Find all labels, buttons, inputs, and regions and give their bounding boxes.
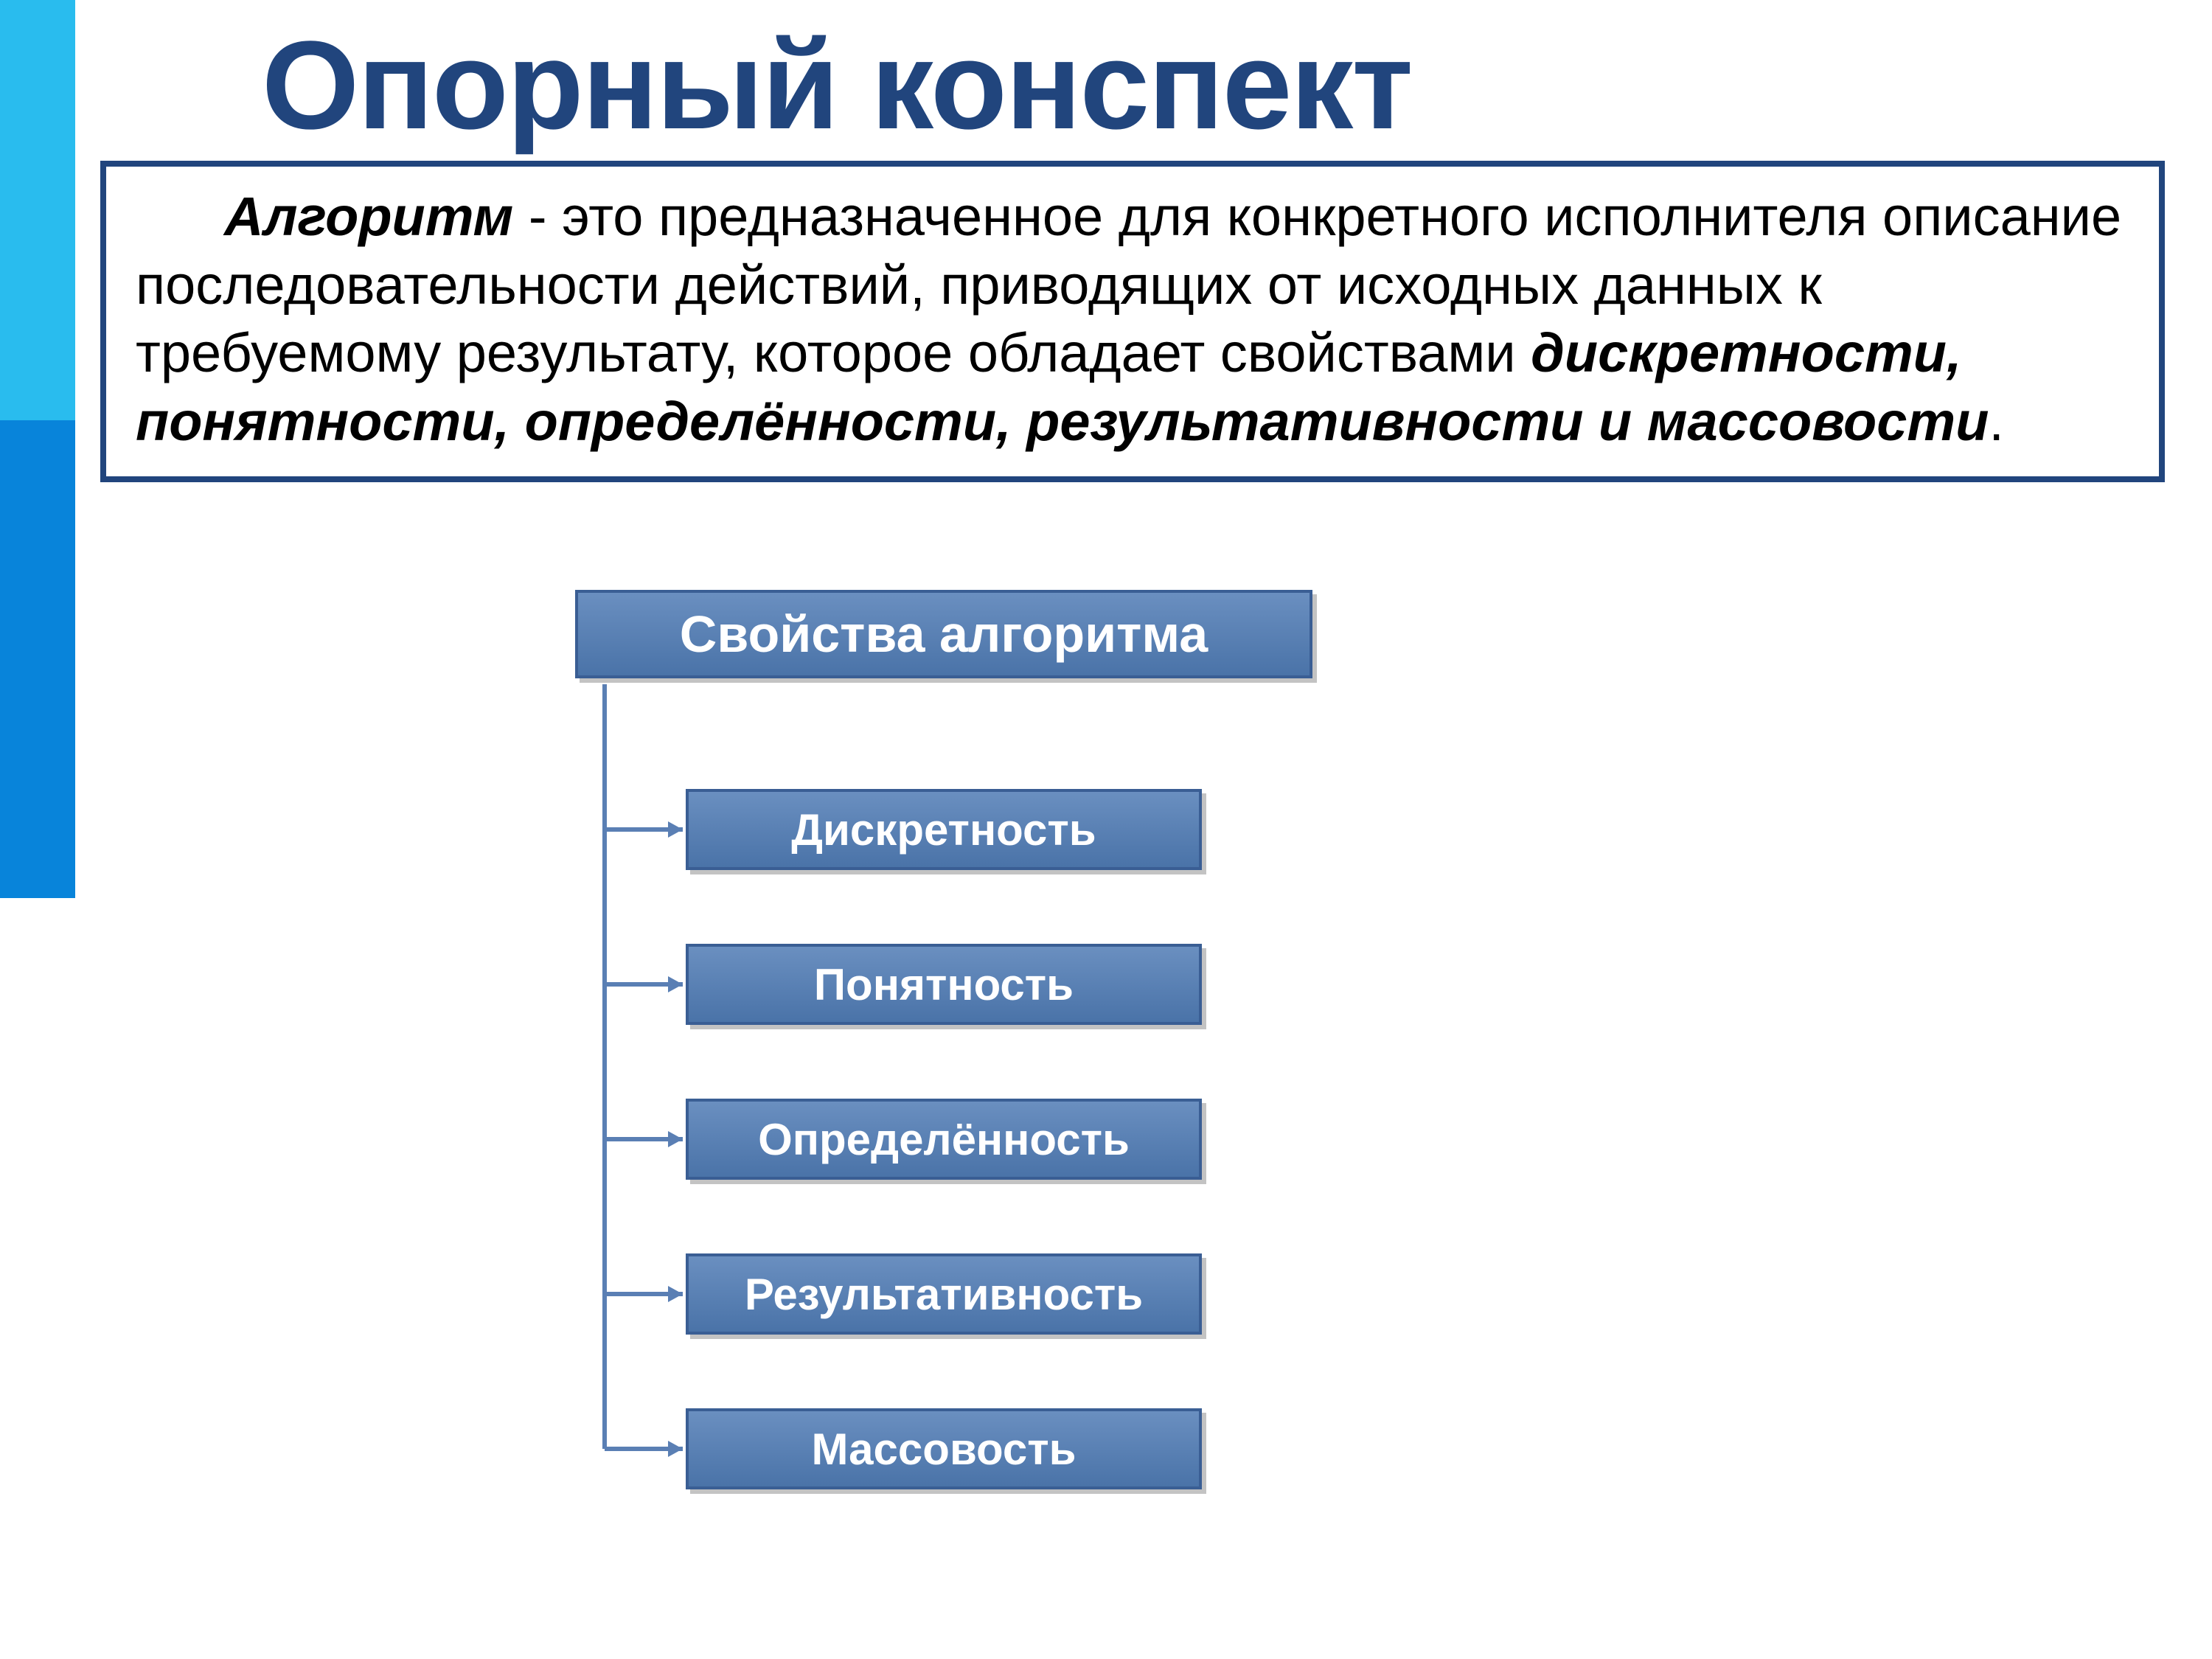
tree-child-label: Определённость <box>758 1114 1130 1165</box>
definition-box: Алгоритм - это предназначенное для конкр… <box>100 161 2165 482</box>
definition-term: Алгоритм <box>224 186 513 247</box>
tree-child-label: Массовость <box>811 1424 1076 1475</box>
tree-child-node: Результативность <box>686 1253 1202 1335</box>
properties-tree: Свойства алгоритма Дискретность Понятност… <box>479 590 1526 1585</box>
tree-child-label: Результативность <box>745 1269 1143 1320</box>
tree-root-node: Свойства алгоритма <box>575 590 1312 678</box>
tree-child-node: Понятность <box>686 944 1202 1025</box>
definition-body-after: . <box>1989 391 2004 452</box>
page-title: Опорный конспект <box>262 13 1412 158</box>
tree-root-label: Свойства алгоритма <box>680 605 1208 664</box>
accent-stripe-top <box>0 0 75 420</box>
tree-child-label: Понятность <box>814 959 1074 1010</box>
tree-child-node: Определённость <box>686 1099 1202 1180</box>
tree-child-node: Массовость <box>686 1408 1202 1489</box>
tree-child-node: Дискретность <box>686 789 1202 870</box>
accent-stripe-bottom <box>0 420 75 898</box>
tree-child-label: Дискретность <box>791 804 1096 855</box>
definition-text: Алгоритм - это предназначенное для конкр… <box>136 183 2129 456</box>
